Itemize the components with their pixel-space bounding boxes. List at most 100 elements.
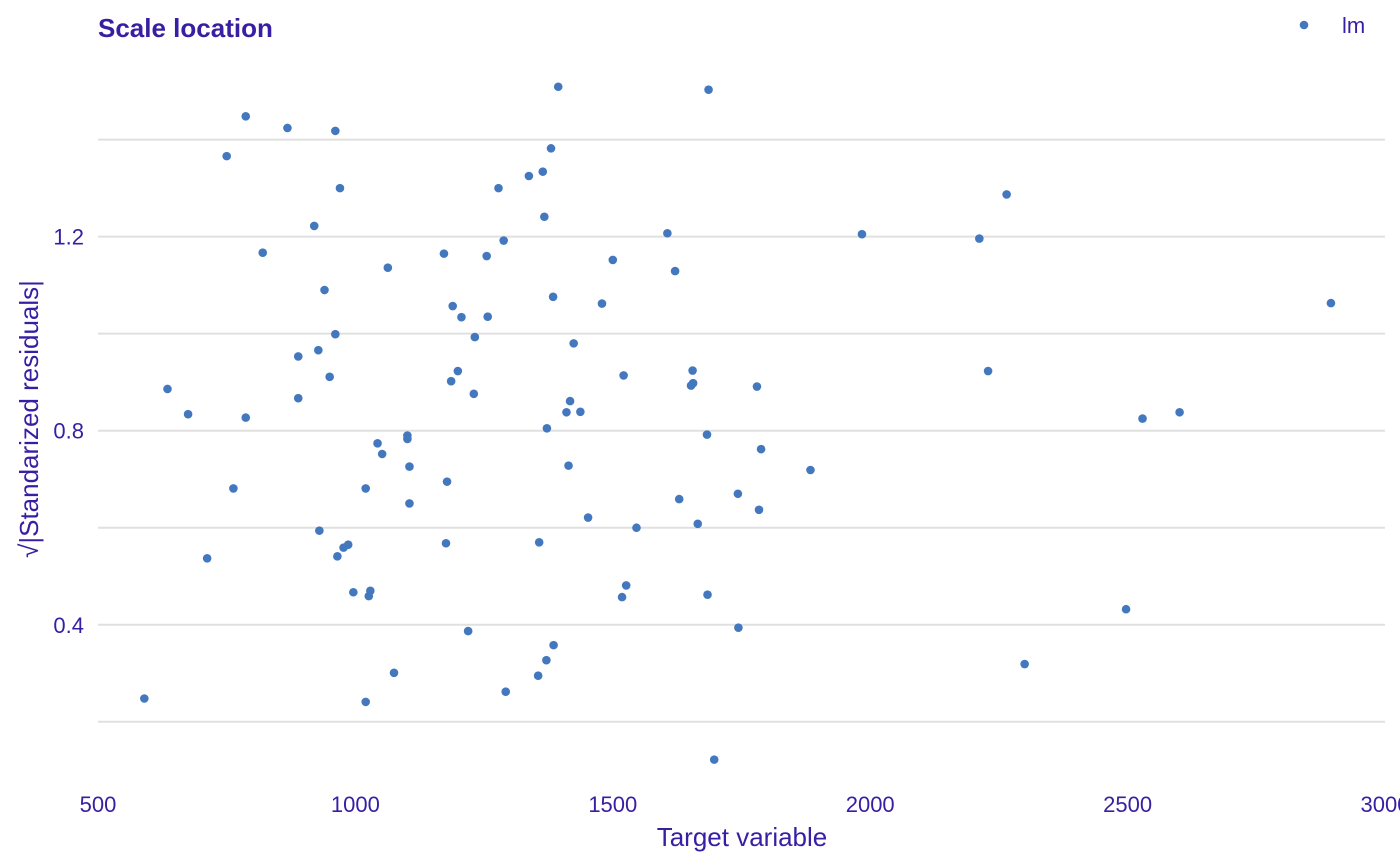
- data-point: [704, 85, 713, 94]
- legend: lm: [1299, 13, 1365, 38]
- x-tick-label: 2000: [846, 792, 895, 817]
- data-point: [709, 755, 719, 764]
- data-point: [562, 407, 571, 417]
- data-point: [222, 151, 231, 161]
- data-point: [361, 697, 370, 707]
- data-point: [688, 366, 697, 375]
- data-point: [258, 248, 268, 257]
- data-point: [361, 484, 370, 493]
- data-point: [183, 409, 193, 419]
- data-point: [1138, 414, 1147, 423]
- data-point: [538, 167, 548, 176]
- data-point: [325, 372, 334, 382]
- data-point: [975, 234, 984, 243]
- data-point: [703, 590, 712, 599]
- data-point: [163, 384, 172, 394]
- data-point: [1121, 604, 1131, 614]
- data-point: [670, 266, 680, 276]
- data-point: [702, 430, 712, 439]
- data-point: [366, 586, 375, 596]
- data-point: [343, 540, 353, 550]
- data-point: [441, 538, 451, 548]
- data-point: [1020, 659, 1029, 669]
- data-point: [333, 552, 342, 561]
- data-point: [983, 366, 993, 376]
- data-point: [754, 505, 764, 515]
- grid-lines: [98, 138, 1385, 723]
- y-tick-label: 1.2: [53, 225, 84, 250]
- data-point: [377, 449, 387, 459]
- data-point: [540, 212, 549, 222]
- y-tick-label: 0.4: [53, 613, 84, 638]
- data-point: [857, 229, 867, 239]
- data-point: [453, 366, 463, 376]
- data-point: [534, 537, 544, 547]
- data-point: [442, 477, 452, 486]
- data-point: [564, 461, 573, 470]
- data-point: [756, 444, 766, 454]
- x-tick-label: 500: [80, 792, 117, 817]
- data-point: [405, 462, 414, 471]
- chart-title: Scale location: [98, 13, 273, 43]
- data-point: [405, 499, 414, 508]
- data-point: [373, 439, 382, 448]
- data-point: [632, 523, 641, 533]
- x-axis-title: Target variable: [657, 822, 828, 852]
- data-point: [688, 378, 698, 388]
- data-point: [229, 484, 238, 493]
- data-point: [335, 183, 345, 193]
- data-point: [331, 126, 340, 136]
- data-point: [241, 112, 251, 121]
- data-point: [314, 345, 323, 355]
- data-point: [403, 434, 412, 444]
- data-point: [469, 389, 479, 399]
- data-point: [309, 221, 319, 231]
- data-point: [553, 82, 563, 92]
- data-point: [320, 285, 329, 295]
- axes: 0.4 0.8 1.2 500 1000 1500 2000 2500 3000: [53, 225, 1400, 817]
- data-point: [331, 329, 340, 339]
- data-point: [548, 292, 558, 302]
- data-point: [448, 301, 457, 311]
- data-point: [349, 587, 358, 597]
- data-point: [565, 396, 575, 406]
- data-point: [283, 123, 292, 133]
- x-tick-label: 1000: [331, 792, 380, 817]
- data-point: [693, 519, 703, 529]
- data-point: [140, 694, 149, 703]
- data-point: [524, 171, 534, 181]
- data-point: [463, 626, 473, 636]
- data-point: [499, 236, 508, 245]
- y-axis-title: √|Standarized residuals|: [14, 280, 44, 558]
- data-point: [674, 494, 684, 504]
- data-point: [583, 513, 593, 522]
- data-point: [734, 623, 743, 632]
- data-point: [1002, 190, 1011, 199]
- data-point: [569, 339, 578, 348]
- legend-marker: [1299, 20, 1309, 30]
- data-point: [752, 382, 762, 391]
- data-point: [542, 655, 551, 665]
- data-point: [617, 592, 627, 602]
- data-point: [293, 393, 303, 403]
- data-point: [389, 668, 399, 678]
- legend-label-lm: lm: [1342, 13, 1365, 38]
- data-point: [470, 332, 480, 342]
- data-point: [383, 263, 393, 272]
- data-points: [140, 82, 1336, 764]
- data-point: [439, 249, 449, 258]
- data-point: [663, 228, 672, 238]
- x-tick-label: 2500: [1103, 792, 1152, 817]
- x-tick-label: 1500: [588, 792, 637, 817]
- data-point: [542, 423, 552, 433]
- data-point: [806, 465, 815, 475]
- data-point: [533, 671, 543, 680]
- data-point: [446, 376, 456, 386]
- data-point: [546, 144, 556, 153]
- data-point: [501, 687, 511, 697]
- data-point: [1175, 407, 1184, 417]
- data-point: [202, 553, 212, 563]
- data-point: [1326, 298, 1336, 308]
- data-point: [597, 299, 607, 308]
